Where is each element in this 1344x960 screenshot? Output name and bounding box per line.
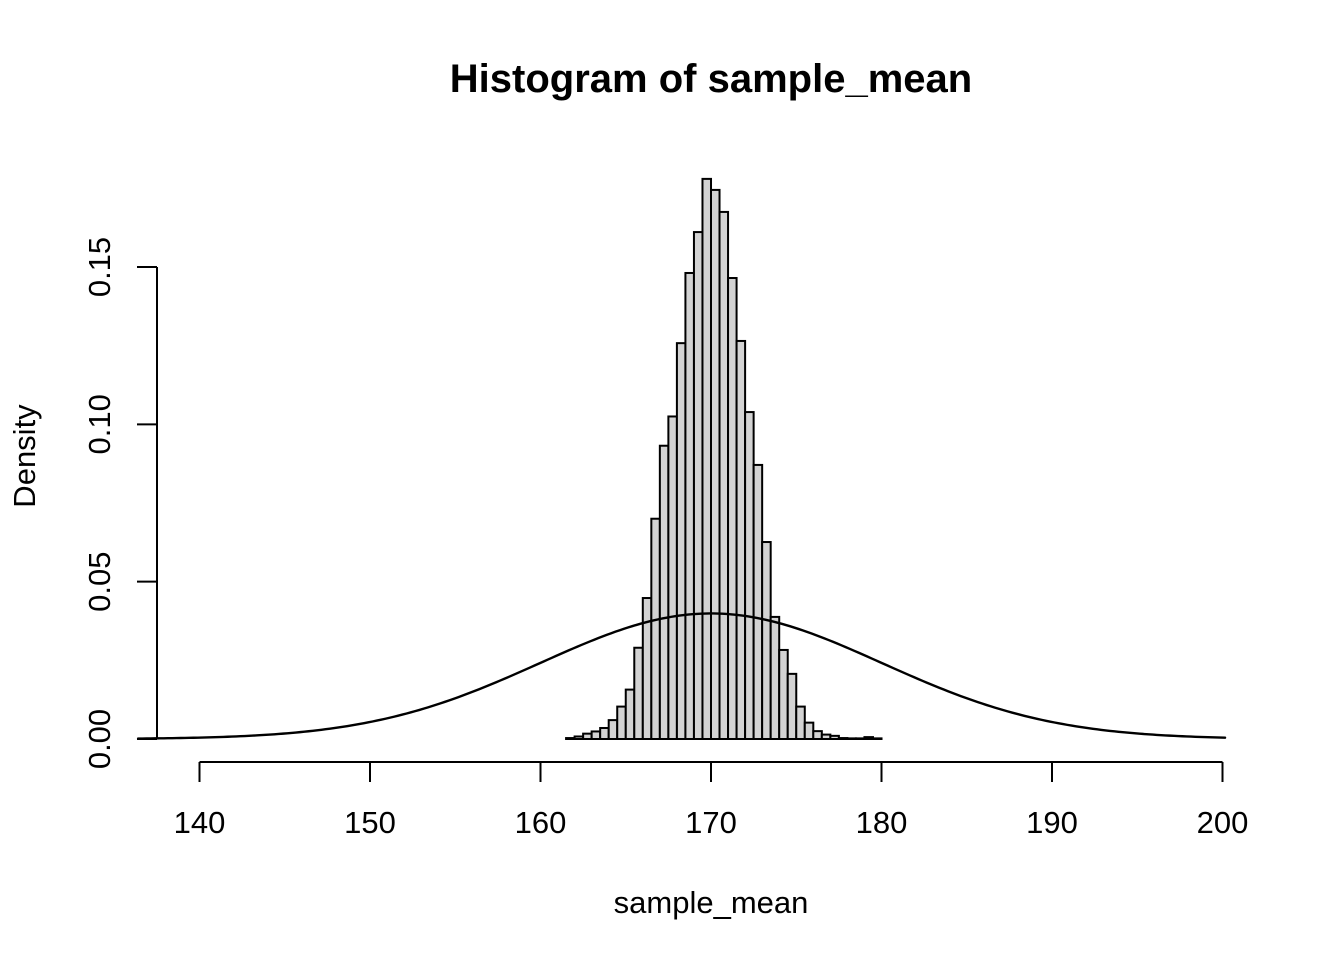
histogram-bar (616, 705, 627, 741)
histogram-bar (590, 730, 602, 741)
x-tick-label: 160 (515, 805, 567, 840)
histogram-bar (599, 726, 610, 740)
histogram-bar (701, 177, 713, 740)
y-tick-label: 0.10 (82, 394, 117, 454)
y-axis-label: Density (7, 404, 42, 508)
histogram-bar (735, 339, 747, 740)
x-tick-label: 200 (1197, 805, 1249, 840)
histogram-bar (692, 231, 704, 740)
histogram-bar (778, 648, 789, 741)
histogram-bar (812, 730, 823, 741)
plot-title: Histogram of sample_mean (450, 57, 972, 101)
density-curve-group (136, 612, 1227, 740)
histogram-bar (744, 411, 755, 740)
histogram-bar (727, 277, 738, 740)
histogram-bar (786, 672, 798, 740)
histogram-bar (675, 342, 687, 740)
histogram-bar (820, 733, 832, 741)
histogram-bar (684, 271, 695, 740)
histogram-bar (761, 541, 772, 741)
histogram-bar (607, 719, 619, 740)
x-tick-label: 170 (685, 805, 737, 840)
x-axis-label: sample_mean (614, 885, 809, 920)
histogram-bar (718, 210, 730, 740)
y-tick-label: 0.15 (82, 237, 117, 297)
x-tick-label: 190 (1026, 805, 1078, 840)
histogram-bar (846, 737, 857, 740)
histogram-bar (573, 735, 585, 740)
histogram-bar (795, 705, 806, 741)
x-tick-label: 180 (856, 805, 908, 840)
histogram-bar (829, 734, 840, 740)
histogram-bar (650, 517, 661, 740)
y-tick-label: 0.05 (82, 551, 117, 611)
histogram-bar (871, 737, 883, 740)
histogram-bar (658, 444, 670, 740)
histogram-bar (854, 737, 866, 740)
histogram-bar (710, 188, 721, 741)
histogram-bar (633, 646, 644, 740)
axes: 0.00 0.05 0.10 0.15 140 150 160 170 180 190 200 (82, 237, 1248, 840)
x-tick-label: 150 (344, 805, 396, 840)
histogram-bar (752, 463, 764, 740)
histogram-bar (837, 737, 849, 740)
histogram-bar (565, 737, 576, 740)
histogram-bar (769, 615, 781, 740)
histogram-bar (863, 736, 874, 740)
histogram-bar (624, 688, 636, 740)
x-tick-label: 140 (174, 805, 226, 840)
normal-density-curve (136, 612, 1227, 740)
y-tick-label: 0.00 (82, 709, 117, 769)
histogram-bar (641, 597, 653, 741)
histogram-bar (667, 415, 678, 740)
histogram-bar (803, 721, 815, 741)
histogram-bars (565, 177, 883, 741)
histogram-bar (582, 732, 593, 741)
